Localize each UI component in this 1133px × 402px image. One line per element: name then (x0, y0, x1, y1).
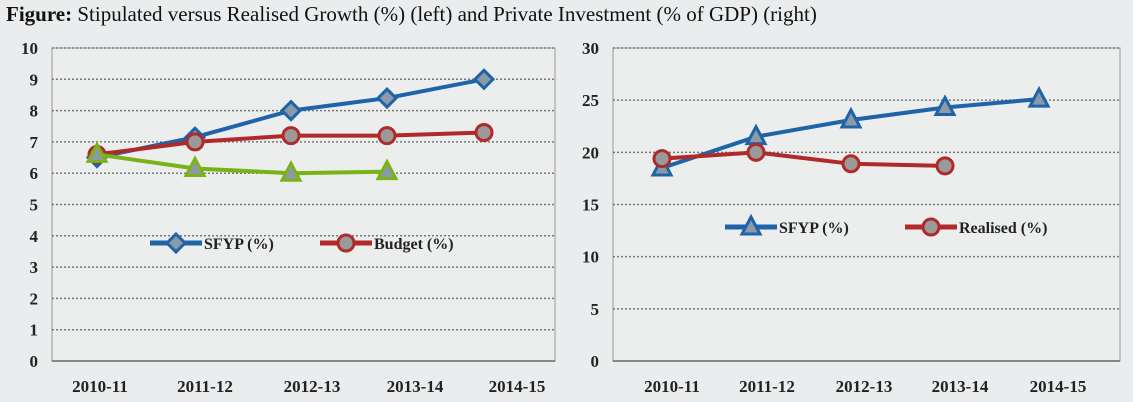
data-point (935, 156, 955, 176)
legend-label: Realised (%) (959, 220, 1047, 237)
data-point (746, 142, 766, 162)
y-tick-label: 7 (30, 133, 39, 152)
x-tick-label: 2013-14 (932, 377, 989, 396)
x-tick-label: 2010-11 (644, 377, 700, 396)
x-tick-label: 2013-14 (387, 377, 444, 396)
legend-label: Budget (%) (374, 236, 454, 253)
x-tick-label: 2012-13 (284, 377, 341, 396)
x-tick-label: 2014-15 (489, 377, 546, 396)
y-tick-label: 25 (582, 91, 599, 110)
legend-marker (921, 217, 941, 237)
legend-marker (739, 213, 763, 236)
y-tick-label: 2 (30, 289, 39, 308)
y-tick-label: 20 (582, 143, 599, 162)
series-line-1 (661, 150, 946, 168)
title-text: Stipulated versus Realised Growth (%) (l… (77, 2, 817, 26)
x-tick-label: 2012-13 (836, 377, 893, 396)
data-point (841, 154, 861, 174)
legend-label: SFYP (%) (779, 220, 849, 237)
data-point (933, 94, 957, 116)
x-tick-label: 2014-15 (1030, 377, 1087, 396)
data-point (279, 159, 303, 182)
plot-area-0 (51, 47, 556, 362)
x-tick-label: 2011-12 (739, 377, 795, 396)
data-point (1027, 85, 1051, 108)
y-tick-label: 0 (591, 352, 600, 371)
legend-marker (336, 233, 356, 253)
data-point (377, 126, 397, 146)
legend-label: SFYP (%) (204, 236, 274, 253)
x-tick-label: 2011-12 (177, 377, 233, 396)
y-tick-label: 3 (30, 258, 39, 277)
y-tick-label: 5 (30, 196, 39, 215)
y-tick-label: 6 (30, 164, 39, 183)
y-tick-label: 15 (582, 196, 599, 215)
data-point (85, 141, 109, 163)
y-tick-label: 1 (30, 321, 39, 340)
data-point (375, 158, 399, 181)
y-tick-label: 0 (30, 352, 39, 371)
y-tick-label: 4 (30, 227, 39, 246)
y-tick-label: 10 (21, 39, 38, 58)
x-tick-label: 2010-11 (72, 377, 128, 396)
data-point (183, 155, 207, 178)
data-point (839, 106, 863, 129)
data-point (375, 86, 399, 110)
series-line-2 (96, 152, 388, 176)
data-point (185, 132, 205, 152)
y-tick-label: 10 (582, 248, 599, 267)
data-point (281, 126, 301, 146)
legend-marker (164, 231, 188, 255)
data-point (474, 123, 494, 143)
figure-title: Figure: Stipulated versus Realised Growt… (6, 2, 817, 27)
y-tick-label: 30 (582, 39, 599, 58)
data-point (279, 99, 303, 122)
data-point (472, 68, 496, 91)
y-tick-label: 5 (591, 300, 600, 319)
y-tick-label: 9 (30, 70, 39, 89)
title-prefix: Figure: (6, 2, 73, 26)
data-point (652, 149, 672, 169)
y-tick-label: 8 (30, 102, 39, 121)
